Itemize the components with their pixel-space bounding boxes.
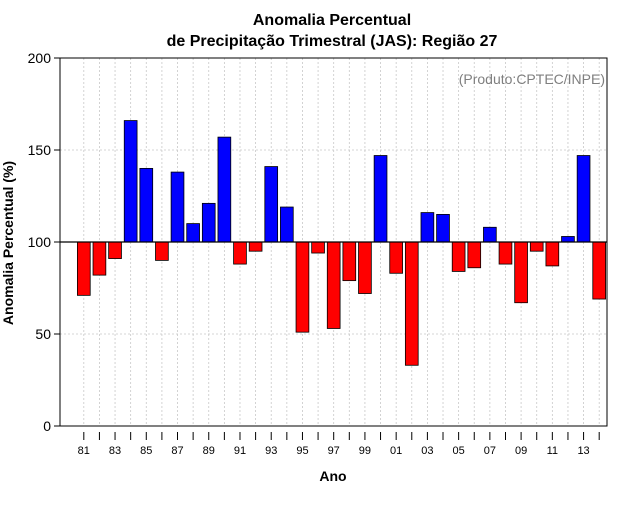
bar-2008 [498, 241, 513, 265]
bar-1982 [92, 241, 107, 276]
bar-1994 [280, 206, 294, 243]
bar-1981 [77, 241, 91, 296]
bar-1998 [342, 241, 357, 282]
bar-2013 [576, 155, 591, 243]
bar-1986 [155, 241, 169, 261]
bar-1988 [186, 223, 200, 243]
bar-2014 [592, 241, 606, 300]
bar-2012 [561, 236, 575, 243]
bar-1985 [139, 167, 154, 243]
bar-1993 [264, 166, 279, 243]
x-tick-label: 91 [234, 445, 246, 457]
x-tick-label: 99 [359, 445, 371, 457]
bars [77, 120, 606, 366]
x-tick-label: 85 [140, 445, 152, 457]
axes: 0 50 100 150 200 81 83 85 87 89 91 93 95 97 99 01 03 05 07… [28, 50, 608, 457]
y-tick-label: 200 [28, 50, 52, 66]
x-axis-label: Ano [319, 468, 346, 484]
bar-1996 [311, 241, 325, 254]
x-tick-label: 87 [171, 445, 183, 457]
x-tick-label: 93 [265, 445, 277, 457]
bar-2003 [420, 212, 435, 243]
bar-1987 [170, 171, 185, 243]
bar-1983 [108, 241, 122, 259]
bar-2007 [483, 226, 497, 243]
y-tick-label: 100 [28, 234, 52, 250]
bar-1990 [217, 136, 232, 243]
bar-2004 [436, 213, 450, 243]
x-tick-label: 03 [421, 445, 433, 457]
x-tick-label: 95 [296, 445, 308, 457]
bar-1999 [358, 241, 372, 294]
x-tick-label: 13 [577, 445, 589, 457]
x-tick-label: 09 [515, 445, 527, 457]
bar-2011 [545, 241, 560, 267]
x-tick-label: 81 [78, 445, 90, 457]
chart-subtitle: de Precipitação Trimestral (JAS): Região… [167, 33, 498, 50]
bar-1989 [201, 202, 216, 243]
bar-1984 [123, 120, 138, 243]
chart-title: Anomalia Percentual [253, 12, 411, 29]
y-tick-label: 150 [28, 142, 52, 158]
x-tick-label: 01 [390, 445, 402, 457]
x-tick-label: 89 [203, 445, 215, 457]
bar-2009 [514, 241, 528, 304]
x-tick-label: 83 [109, 445, 121, 457]
bar-2005 [451, 241, 466, 272]
x-tick-label: 97 [328, 445, 340, 457]
x-tick-label: 07 [484, 445, 496, 457]
bar-1991 [233, 241, 247, 265]
y-tick-label: 50 [35, 326, 51, 342]
bar-2006 [467, 241, 482, 269]
source-annotation: (Produto:CPTEC/INPE) [459, 71, 605, 87]
bar-2001 [389, 241, 403, 274]
y-axis-label: Anomalia Percentual (%) [0, 161, 16, 325]
x-tick-label: 05 [453, 445, 465, 457]
x-tick-label: 11 [547, 445, 558, 457]
bar-1997 [326, 241, 341, 329]
bar-2002 [404, 241, 419, 366]
y-tick-label: 0 [43, 418, 51, 434]
bar-2010 [529, 241, 544, 252]
bar-1992 [248, 241, 263, 252]
bar-1995 [295, 241, 310, 333]
bar-2000 [373, 155, 388, 243]
